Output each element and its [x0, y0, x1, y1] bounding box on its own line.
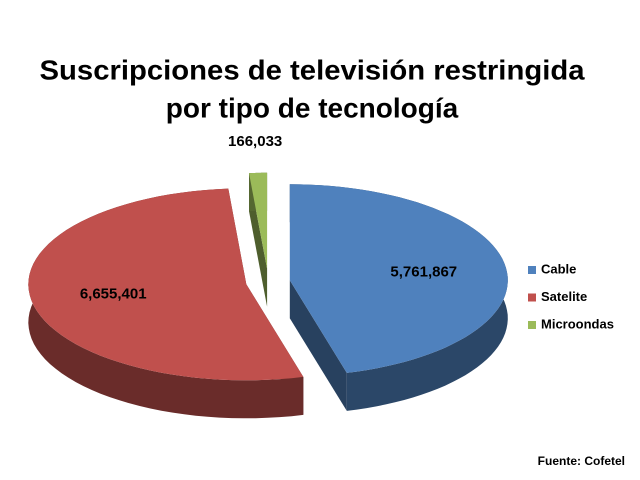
slice-cut: [289, 280, 347, 411]
legend-swatch: [528, 266, 536, 274]
value-label: 5,761,867: [390, 263, 457, 280]
slice: [249, 172, 268, 269]
value-label: 166,033: [228, 133, 282, 150]
legend-swatch: [528, 293, 536, 302]
chart-title: por tipo de tecnología: [166, 92, 459, 123]
source: Fuente: Cofetel: [538, 454, 625, 468]
value-label: 6,655,401: [80, 286, 147, 303]
chart-title: Suscripciones de televisión restringida: [40, 54, 585, 85]
slice: [289, 184, 508, 373]
legend-label: Cable: [541, 261, 576, 276]
legend-swatch: [528, 321, 536, 329]
legend-label: Satelite: [541, 289, 587, 304]
slice: [28, 188, 304, 381]
legend-label: Microondas: [541, 316, 614, 331]
